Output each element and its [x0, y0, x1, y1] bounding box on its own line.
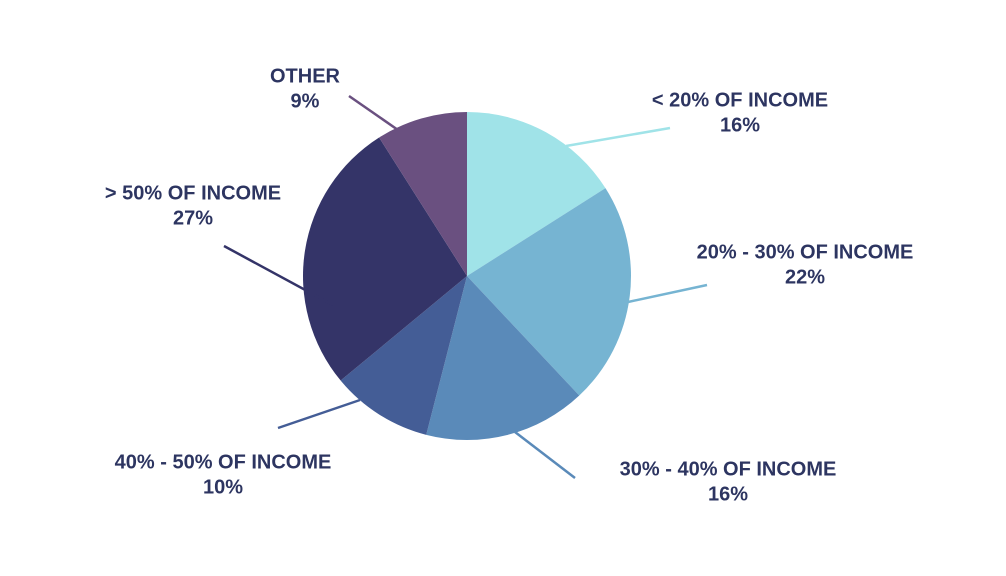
slice-label: 30% - 40% OF INCOME — [620, 458, 837, 480]
value-label: 16% — [720, 114, 760, 136]
slice-label: > 50% OF INCOME — [105, 182, 281, 204]
leader-line — [565, 126, 671, 148]
pie-slice — [426, 276, 580, 440]
value-label: 10% — [203, 476, 243, 498]
slice-label: OTHER — [270, 65, 341, 87]
pie-slice — [379, 112, 467, 276]
pie-slice — [467, 112, 606, 276]
slice-label: < 20% OF INCOME — [652, 89, 828, 111]
leader-line — [223, 244, 334, 307]
leader-line — [277, 398, 361, 430]
leader-line — [514, 431, 576, 479]
pie-slice — [303, 137, 467, 381]
value-label: 16% — [708, 483, 748, 505]
value-label: 9% — [291, 90, 320, 112]
value-label: 22% — [785, 266, 825, 288]
value-label: 27% — [173, 207, 213, 229]
pie-slice — [340, 276, 467, 435]
pie-slice — [467, 188, 632, 396]
slice-label: 20% - 30% OF INCOME — [697, 241, 914, 263]
leader-line — [627, 283, 708, 304]
slice-label: 40% - 50% OF INCOME — [115, 451, 332, 473]
leader-line — [348, 94, 399, 132]
